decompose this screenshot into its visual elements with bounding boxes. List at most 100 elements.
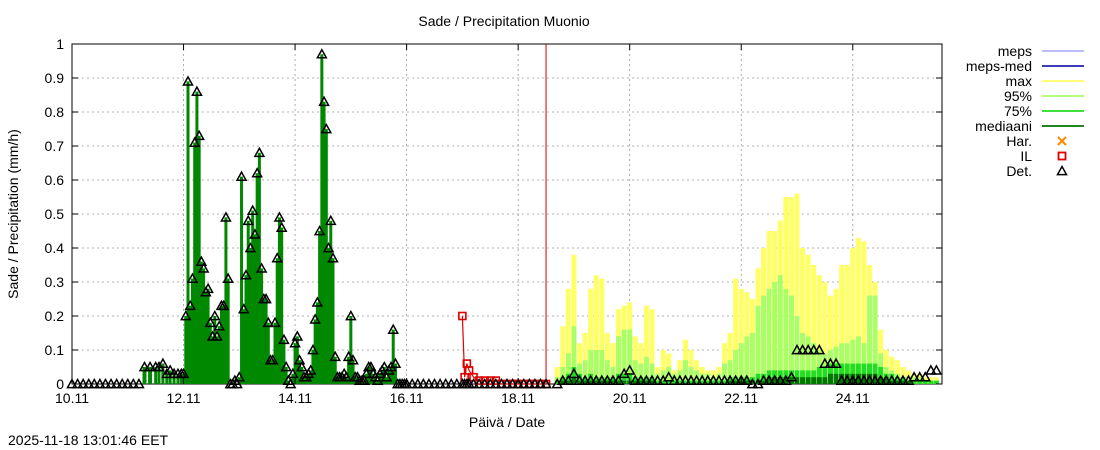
det-forecast-marker [807, 343, 820, 355]
observed-bar [266, 322, 270, 384]
det-marker [244, 241, 257, 253]
legend-swatch [1056, 164, 1068, 176]
median-bar [755, 380, 761, 384]
det-forecast-marker [841, 374, 853, 385]
median-bar [643, 380, 649, 384]
y-tick-label: 0.1 [45, 342, 65, 358]
det-marker [251, 167, 263, 178]
median-bar [744, 380, 750, 384]
det-marker [307, 343, 319, 355]
det-marker [195, 255, 208, 266]
p75-bar [716, 380, 722, 384]
det-forecast-marker [556, 374, 569, 385]
legend-label: meps [998, 43, 1032, 59]
p75-bar [710, 380, 716, 384]
median-bar [616, 380, 622, 384]
det-forecast-marker [846, 374, 859, 385]
max-bar [855, 237, 861, 384]
det-forecast-marker [852, 374, 865, 385]
p95-bar [738, 343, 744, 384]
p95-bar [705, 373, 711, 384]
median-bar [794, 377, 800, 384]
observed-bar [206, 288, 210, 384]
det-marker [204, 316, 217, 328]
p75-bar [933, 380, 939, 384]
median-bar [889, 380, 895, 384]
det-forecast-marker [579, 374, 591, 385]
observed-bar [165, 373, 169, 384]
det-forecast-marker [668, 374, 681, 385]
il-marker [458, 311, 467, 321]
observed-bar [333, 356, 337, 384]
det-marker [220, 211, 232, 222]
observed-bar [342, 373, 346, 384]
det-forecast-marker [674, 374, 686, 385]
det-marker [417, 377, 430, 389]
max-bar [649, 309, 655, 384]
p95-bar [649, 363, 655, 384]
det-forecast-marker [596, 374, 608, 385]
det-marker [316, 48, 328, 59]
det-marker [177, 367, 190, 379]
max-bar [788, 197, 794, 384]
p95-bar [805, 336, 811, 384]
observed-bar [306, 373, 310, 384]
median-bar [766, 377, 772, 384]
observed-bar [284, 367, 288, 384]
observed-bar [327, 248, 331, 384]
det-marker [490, 377, 502, 389]
observed-bar [226, 278, 230, 384]
observed-bar [349, 316, 353, 384]
det-marker [534, 377, 547, 389]
det-marker [495, 377, 508, 389]
det-forecast-marker [891, 374, 904, 385]
y-tick-label: 0.2 [45, 308, 65, 324]
observed-bar [217, 326, 221, 384]
det-forecast-marker [646, 374, 658, 385]
x-tick-label: 12.11 [167, 390, 201, 406]
y-tick-label: 0.6 [45, 172, 65, 188]
det-forecast-marker [679, 374, 692, 385]
median-bar [604, 380, 610, 384]
observed-bar [280, 227, 284, 384]
p95-bar [621, 329, 627, 384]
det-marker [208, 309, 221, 321]
det-forecast-marker [718, 374, 731, 385]
det-forecast-marker [830, 357, 842, 368]
p95-bar [772, 282, 778, 384]
observed-bar [246, 220, 250, 384]
p75-bar [822, 367, 828, 384]
p75-bar [699, 380, 705, 384]
p95-bar [850, 339, 856, 384]
max-bar [861, 241, 867, 384]
det-markers [66, 48, 943, 389]
p75-bar [761, 373, 767, 384]
det-marker [275, 221, 288, 232]
det-forecast-marker [729, 374, 742, 385]
det-marker [540, 377, 552, 389]
max-bar [727, 333, 733, 384]
p95-bar [788, 295, 794, 384]
p95-bar [638, 363, 644, 384]
observed-bar [391, 329, 395, 384]
median-bar [872, 373, 878, 384]
det-forecast-marker [869, 374, 881, 385]
det-marker [182, 75, 194, 86]
det-forecast-marker [746, 377, 759, 389]
det-marker [77, 377, 89, 389]
p95-bar [749, 333, 755, 384]
det-forecast-marker [662, 371, 675, 382]
det-marker [428, 377, 441, 389]
p75-bar [917, 380, 923, 384]
median-bar [855, 373, 861, 384]
det-marker [318, 95, 330, 107]
det-marker [144, 360, 156, 372]
observed-bar [195, 91, 199, 384]
det-forecast-marker [925, 364, 937, 375]
y-tick-label: 0.4 [45, 240, 65, 256]
det-marker [512, 377, 524, 389]
det-marker [240, 269, 252, 280]
det-forecast-marker [690, 374, 703, 385]
det-marker [278, 333, 290, 345]
median-bar [816, 377, 822, 384]
